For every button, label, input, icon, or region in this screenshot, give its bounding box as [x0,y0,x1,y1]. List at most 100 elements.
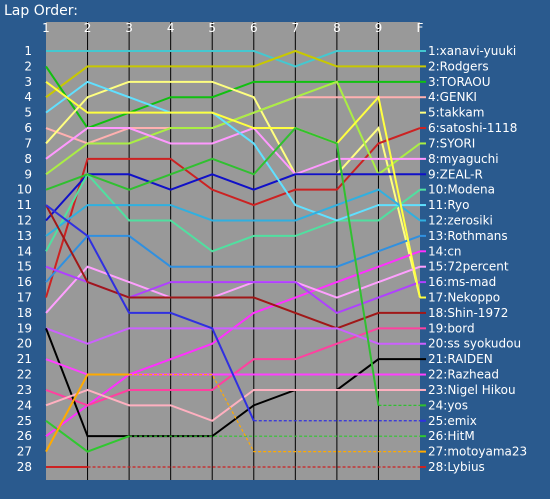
series-label-14: 14:cn [428,244,462,258]
series-11 [45,80,426,222]
series-line-17 [45,81,421,298]
series-line-8 [45,126,420,176]
series-label-1: 1:xanavi-yuuki [428,44,516,58]
x-tick-6: 6 [250,21,258,35]
series-label-24: 24:yos [428,398,468,412]
series-1 [46,50,426,68]
series-10 [45,172,426,253]
series-label-2: 2:Rodgers [428,59,489,73]
x-tick-1: 1 [42,21,50,35]
y-tick-18: 18 [17,306,32,320]
y-tick-8: 8 [24,152,32,166]
series-label-3: 3:TORAOU [428,75,491,89]
plot-area [46,22,420,480]
series-label-20: 20:ss syokudou [428,337,521,351]
series-line-26 [45,419,130,453]
y-tick-28: 28 [17,460,32,474]
y-tick-6: 6 [24,121,32,135]
y-tick-20: 20 [17,337,32,351]
series-label-25: 25:emix [428,414,477,428]
series-label-16: 16:ms-mad [428,275,496,289]
x-tick-9: 9 [375,21,383,35]
y-tick-12: 12 [17,213,32,227]
series-line-24 [45,126,380,406]
y-tick-13: 13 [17,229,32,243]
series-9 [45,173,426,222]
series-line-23 [45,388,420,422]
series-label-13: 13:Rothmans [428,229,508,243]
y-tick-25: 25 [17,414,32,428]
y-tick-1: 1 [24,44,32,58]
x-tick-8: 8 [333,21,341,35]
series-12 [45,188,426,237]
series-20 [45,327,426,345]
series-6 [45,127,426,298]
y-tick-22: 22 [17,368,32,382]
series-line-13 [45,234,421,283]
x-tick-5: 5 [208,21,216,35]
series-line-10 [45,172,421,253]
y-tick-19: 19 [17,321,32,335]
series-label-15: 15:72percent [428,260,509,274]
series-23 [45,388,426,422]
series-label-6: 6:satoshi-1118 [428,121,517,135]
series-label-27: 27:motoyama23 [428,445,527,459]
series-dashed-27 [129,373,420,453]
y-tick-24: 24 [17,398,32,412]
y-tick-5: 5 [24,106,32,120]
series-label-10: 10:Modena [428,183,495,197]
series-line-20 [45,327,420,345]
series-label-5: 5:takkam [428,106,484,120]
series-line-25 [45,204,255,422]
series-label-4: 4:GENKI [428,90,477,104]
series-label-12: 12:zerosiki [428,213,493,227]
series-line-6 [45,127,421,298]
y-tick-14: 14 [17,244,32,258]
series-8 [45,126,426,176]
y-tick-4: 4 [24,90,32,104]
x-tick-3: 3 [125,21,133,35]
series-line-27 [45,373,130,453]
x-tick-4: 4 [167,21,175,35]
series-line-18 [45,204,420,330]
y-tick-26: 26 [17,429,32,443]
chart-title: Lap Order: [4,3,78,19]
series-label-7: 7:SYORI [428,136,475,150]
series-2 [45,49,426,99]
y-tick-21: 21 [17,352,32,366]
series-line-1 [46,50,420,68]
series-lines [45,49,426,468]
series-line-9 [45,173,420,222]
series-label-23: 23:Nigel Hikou [428,383,516,397]
x-tick-2: 2 [84,21,92,35]
y-tick-23: 23 [17,383,32,397]
y-tick-17: 17 [17,291,32,305]
y-tick-7: 7 [24,136,32,150]
y-tick-11: 11 [17,198,32,212]
y-tick-3: 3 [24,75,32,89]
series-label-19: 19:bord [428,321,475,335]
y-tick-15: 15 [17,260,32,274]
x-tick-labels: 1 2 3 4 5 6 7 8 9 F [42,21,423,35]
series-label-22: 22:Razhead [428,368,499,382]
y-tick-16: 16 [17,275,32,289]
y-tick-2: 2 [24,59,32,73]
series-line-2 [45,49,420,99]
series-26 [45,419,426,453]
y-tick-10: 10 [17,183,32,197]
series-25 [45,204,426,422]
series-line-11 [45,80,420,222]
series-label-21: 21:RAIDEN [428,352,493,366]
series-line-12 [45,188,421,237]
series-label-18: 18:Shin-1972 [428,306,508,320]
y-tick-9: 9 [24,167,32,181]
series-27 [45,373,426,453]
series-24 [45,126,426,407]
y-tick-labels: 1234567891011121314151617181920212223242… [17,44,32,474]
y-tick-27: 27 [17,445,32,459]
series-13 [45,234,426,283]
series-17 [45,81,426,299]
series-label-11: 11:Ryo [428,198,469,212]
